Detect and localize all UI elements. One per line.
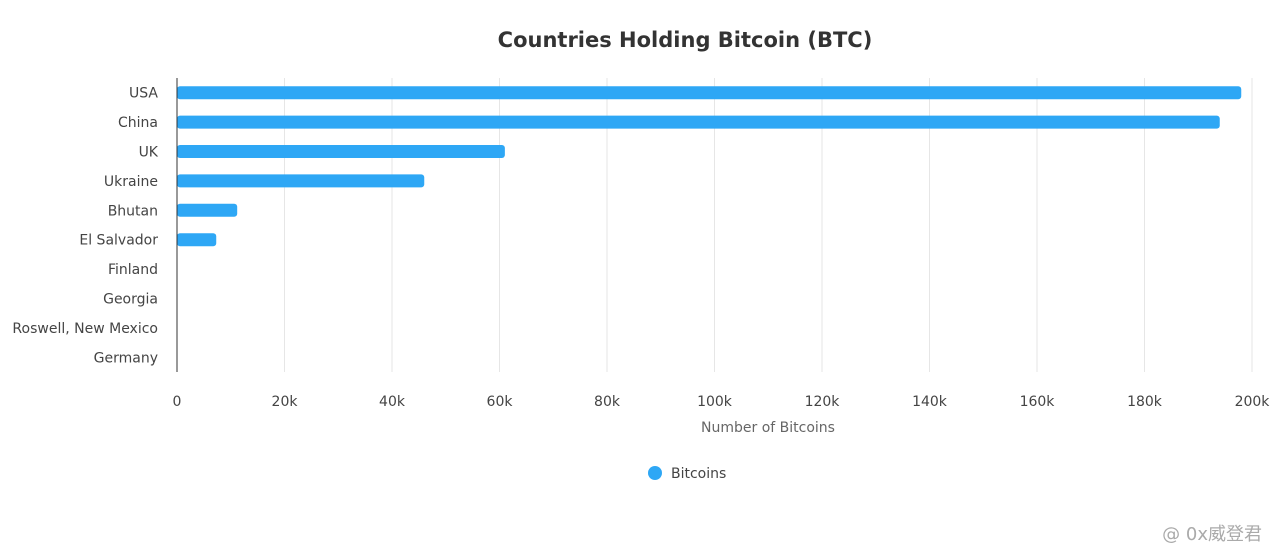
legend-item[interactable]: Bitcoins — [648, 466, 726, 482]
x-tick-label: 180k — [1127, 394, 1163, 410]
y-tick-label: UK — [139, 145, 159, 161]
y-tick-label: USA — [129, 86, 158, 102]
y-tick-label: Georgia — [103, 292, 158, 308]
bar-china[interactable] — [177, 115, 1220, 129]
bar-uk[interactable] — [177, 145, 505, 158]
x-tick-label: 20k — [272, 394, 299, 410]
x-tick-label: 80k — [594, 394, 621, 410]
y-tick-label: Germany — [94, 350, 158, 366]
x-tick-label: 60k — [487, 394, 514, 410]
y-tick-label: Roswell, New Mexico — [12, 321, 158, 337]
x-tick-label: 120k — [805, 394, 841, 410]
x-tick-label: 100k — [697, 394, 733, 410]
y-tick-label: Finland — [108, 262, 158, 278]
y-tick-label: Bhutan — [108, 203, 158, 219]
legend-marker — [648, 466, 662, 480]
bar-bhutan[interactable] — [177, 203, 238, 217]
bar-el-salvador[interactable] — [177, 233, 217, 247]
x-tick-label: 0 — [173, 394, 182, 410]
x-tick-label: 140k — [912, 394, 948, 410]
chart-title: Countries Holding Bitcoin (BTC) — [498, 28, 873, 52]
x-tick-label: 40k — [379, 394, 406, 410]
y-tick-label: China — [118, 115, 158, 131]
x-tick-label: 200k — [1235, 394, 1271, 410]
x-axis-label: Number of Bitcoins — [701, 420, 835, 436]
x-tick-label: 160k — [1020, 394, 1056, 410]
watermark: @ 0x威登君 — [1162, 524, 1262, 545]
y-tick-label: Ukraine — [104, 174, 158, 190]
y-tick-label: El Salvador — [79, 233, 158, 249]
legend-label: Bitcoins — [671, 466, 726, 482]
bar-ukraine[interactable] — [177, 174, 425, 188]
bar-usa[interactable] — [177, 86, 1242, 100]
